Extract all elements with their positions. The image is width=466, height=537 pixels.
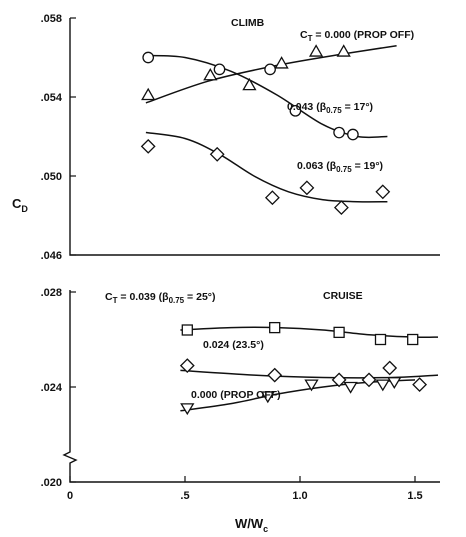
climb-circle-marker [347,128,359,141]
x-tick-label: 0 [67,490,73,502]
x-axis-title-sub: c [263,524,268,534]
climb-legend-017: 0.043 (β0.75 = 17°) [287,101,373,115]
ct-symbol: C [300,29,308,41]
cruise-legend-025: CT = 0.039 (β0.75 = 25°) [105,291,215,305]
cruise-triangle-down-marker [180,403,195,416]
climb-y-tick-label: .054 [41,92,63,104]
climb-diamond-marker [333,200,349,216]
climb-y-ticks: .046 .050 .054 .058 [41,13,76,262]
cruise-y-tick-label: .020 [41,477,62,489]
cruise-diamond-marker [331,372,347,388]
x-tick-label: 1.0 [292,490,307,502]
climb-panel: .046.050.054.058 CLIMB CT = 0.000 (PROP … [12,13,440,262]
cruise-triangle-down-marker [260,391,275,404]
climb-diamond-marker [299,180,315,196]
cruise-x-ticks: 0 .5 1.0 1.5 [67,476,423,502]
cruise-fit-curve-2 [180,369,439,379]
cruise-legend-025-main: = 0.039 (β [117,291,169,303]
climb-title: CLIMB [231,17,265,29]
climb-diamond-marker [264,190,280,206]
y-axis-title-main: C [12,196,22,211]
y-axis-title: CD [12,196,28,214]
climb-triangle-marker [274,56,289,69]
cruise-triangle-down-marker [343,381,358,394]
cruise-triangle-down-marker [387,377,402,390]
climb-legend-019: 0.063 (β0.75 = 19°) [297,160,383,174]
climb-legend-prop-off: CT = 0.000 (PROP OFF) [300,29,414,43]
x-axis-title-main: W/W [235,516,264,531]
climb-legend-019-tail: = 19°) [352,160,383,172]
cruise-diamond-marker [179,358,195,374]
climb-triangle-marker [242,77,257,91]
climb-legend-017-main: 0.043 (β [287,101,327,113]
cruise-y-ticks: .020 .024 .028 [41,287,76,489]
climb-legend-prop-off-text: = 0.000 (PROP OFF) [312,29,414,41]
climb-legend-017-sub: 0.75 [326,106,342,115]
cruise-y-tick-label: .028 [41,287,62,299]
x-tick-label: .5 [180,490,189,502]
climb-diamond-marker [375,184,391,200]
climb-diamond-marker [209,146,225,162]
cruise-ct-subscript: T [113,296,118,305]
ct-subscript: T [308,34,313,43]
cruise-legend-025-sub: 0.75 [169,296,185,305]
climb-legend-019-main: 0.063 (β [297,160,337,172]
cruise-fit-curve-1 [180,326,439,339]
climb-fit-curve-3 [145,131,388,203]
cruise-diamond-marker [267,367,283,383]
climb-y-tick-label: .050 [41,171,62,183]
climb-circle-marker [264,63,276,76]
cruise-square-marker [333,326,345,339]
cruise-panel: .020 .024 .028 0 .5 1.0 1.5 CT = 0.039 (β0.75… [41,287,440,534]
x-tick-label: 1.5 [407,490,422,502]
cruise-diamond-marker [361,372,377,388]
climb-legend-017-tail: = 17°) [342,101,373,113]
cruise-markers [179,321,428,416]
climb-markers [140,44,391,216]
climb-diamond-marker [140,138,156,154]
climb-triangle-marker [336,44,351,57]
cruise-square-marker [407,333,419,346]
climb-circle-marker [213,63,226,76]
climb-circle-marker [142,51,155,64]
climb-triangle-marker [203,67,218,81]
climb-triangle-marker [308,44,324,57]
climb-circle-marker [289,104,302,117]
cruise-triangle-down-marker [375,379,390,392]
cruise-square-marker [374,333,387,346]
cruise-y-tick-label: .024 [41,382,63,394]
cruise-square-marker [181,324,193,336]
y-axis-title-sub: D [21,204,28,214]
cruise-legend-prop-off: 0.000 (PROP OFF) [191,389,281,401]
cruise-title: CRUISE [323,290,363,302]
climb-y-tick-label: .046 [41,250,62,262]
cruise-legend-0235: 0.024 (23.5°) [203,339,264,351]
cruise-diamond-marker [382,360,398,376]
climb-circle-marker [333,126,345,139]
climb-legend-019-sub: 0.75 [336,165,352,174]
cruise-ct-symbol: C [105,291,113,303]
cruise-legend-025-tail: = 25°) [184,291,215,303]
climb-triangle-marker [141,87,156,101]
x-axis-title: W/Wc [235,516,268,534]
climb-y-tick-label: .058 [41,13,62,25]
cruise-square-marker [269,321,281,334]
cruise-diamond-marker [412,377,428,393]
cruise-triangle-down-marker [304,379,319,392]
